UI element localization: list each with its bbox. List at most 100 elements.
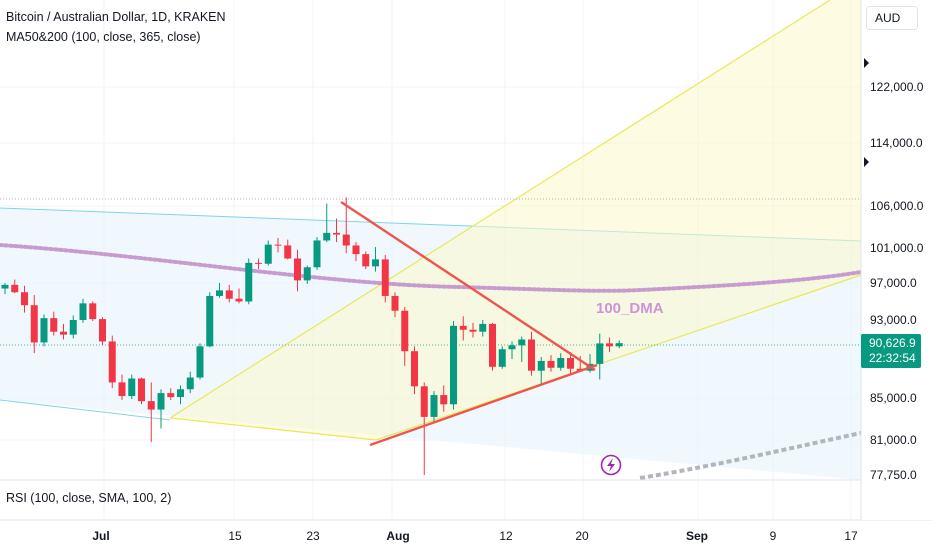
candle[interactable] <box>196 343 204 380</box>
candle-body[interactable] <box>284 245 292 259</box>
candle-body[interactable] <box>225 290 233 299</box>
candle-body[interactable] <box>352 245 360 255</box>
candle[interactable] <box>99 317 106 346</box>
candle-body[interactable] <box>264 244 272 264</box>
candle[interactable] <box>498 346 506 369</box>
candle[interactable] <box>391 292 399 318</box>
candle[interactable] <box>294 249 301 292</box>
candle-body[interactable] <box>21 292 28 306</box>
candle-body[interactable] <box>459 325 467 330</box>
candle-body[interactable] <box>89 303 97 320</box>
candle[interactable] <box>69 315 77 339</box>
candle[interactable] <box>459 316 467 341</box>
candle[interactable] <box>60 323 67 340</box>
candle-body[interactable] <box>128 378 136 397</box>
candle-body[interactable] <box>69 320 77 335</box>
candle[interactable] <box>547 355 555 372</box>
candle[interactable] <box>216 283 223 298</box>
candle-body[interactable] <box>99 319 106 342</box>
candle[interactable] <box>177 385 184 405</box>
rsi-legend[interactable]: RSI (100, close, SMA, 100, 2) <box>6 491 172 505</box>
candle[interactable] <box>40 314 48 347</box>
candle-body[interactable] <box>528 339 535 371</box>
candle-body[interactable] <box>206 295 214 347</box>
candle-body[interactable] <box>196 346 204 378</box>
candle[interactable] <box>440 385 448 412</box>
candle[interactable] <box>108 335 116 389</box>
candle-body[interactable] <box>11 284 19 293</box>
candle[interactable] <box>430 391 438 424</box>
candle-body[interactable] <box>108 341 116 383</box>
candle[interactable] <box>235 288 243 304</box>
candle-body[interactable] <box>518 339 526 346</box>
candle-body[interactable] <box>167 393 175 398</box>
candle[interactable] <box>528 331 535 376</box>
candle[interactable] <box>508 341 516 359</box>
candle[interactable] <box>89 301 97 321</box>
candle[interactable] <box>79 298 87 323</box>
currency-button[interactable]: AUD <box>866 6 918 30</box>
candle[interactable] <box>50 311 58 336</box>
candle[interactable] <box>147 382 155 443</box>
candle-body[interactable] <box>255 262 262 264</box>
candle-body[interactable] <box>50 318 58 332</box>
candle[interactable] <box>372 247 379 272</box>
candle-body[interactable] <box>508 345 516 350</box>
candle[interactable] <box>225 284 233 303</box>
trendline-resistance[interactable] <box>340 200 596 372</box>
candle[interactable] <box>206 292 214 348</box>
candle[interactable] <box>128 374 136 400</box>
candle[interactable] <box>450 320 457 410</box>
candle[interactable] <box>518 336 526 362</box>
candle[interactable] <box>323 203 331 243</box>
candle[interactable] <box>284 239 292 260</box>
candle[interactable] <box>479 320 487 337</box>
candle-body[interactable] <box>79 303 87 320</box>
candle-body[interactable] <box>294 258 301 281</box>
candle-body[interactable] <box>157 393 165 410</box>
candle-body[interactable] <box>60 331 67 335</box>
candle[interactable] <box>420 382 428 475</box>
rsi-pane[interactable] <box>0 480 861 520</box>
candle-body[interactable] <box>245 262 253 302</box>
candle[interactable] <box>469 322 477 338</box>
candle[interactable] <box>313 237 321 270</box>
candle-body[interactable] <box>391 295 399 311</box>
candle[interactable] <box>596 333 604 380</box>
candle-body[interactable] <box>323 232 331 241</box>
candle-body[interactable] <box>303 267 311 281</box>
candle[interactable] <box>362 251 370 270</box>
candle-body[interactable] <box>177 389 184 398</box>
candle-body[interactable] <box>450 325 457 405</box>
candle[interactable] <box>567 352 574 374</box>
candle[interactable] <box>381 255 389 303</box>
candle-body[interactable] <box>440 395 448 405</box>
price-axis[interactable] <box>861 0 932 520</box>
candle-body[interactable] <box>138 378 145 402</box>
candle-body[interactable] <box>186 377 194 390</box>
candle-body[interactable] <box>147 401 155 410</box>
candle-body[interactable] <box>313 240 321 268</box>
candle-body[interactable] <box>489 323 496 367</box>
candle[interactable] <box>138 377 145 405</box>
candle-body[interactable] <box>479 323 487 332</box>
candle[interactable] <box>333 218 340 243</box>
candle-body[interactable] <box>216 290 223 296</box>
candle[interactable] <box>411 346 418 395</box>
candle-body[interactable] <box>537 360 545 371</box>
candle[interactable] <box>11 279 19 294</box>
candle[interactable] <box>157 389 165 429</box>
annotation-100-dma[interactable]: 100_DMA <box>596 300 664 317</box>
candle-body[interactable] <box>235 298 243 302</box>
candle-body[interactable] <box>469 329 477 332</box>
candle[interactable] <box>255 258 262 270</box>
candle[interactable] <box>352 242 360 262</box>
candle-body[interactable] <box>342 234 350 246</box>
candle-body[interactable] <box>547 360 555 368</box>
candle-body[interactable] <box>567 358 574 369</box>
lightning-icon[interactable] <box>600 454 622 476</box>
candle-body[interactable] <box>118 382 126 397</box>
candle-body[interactable] <box>362 254 370 267</box>
candle[interactable] <box>1 283 9 295</box>
